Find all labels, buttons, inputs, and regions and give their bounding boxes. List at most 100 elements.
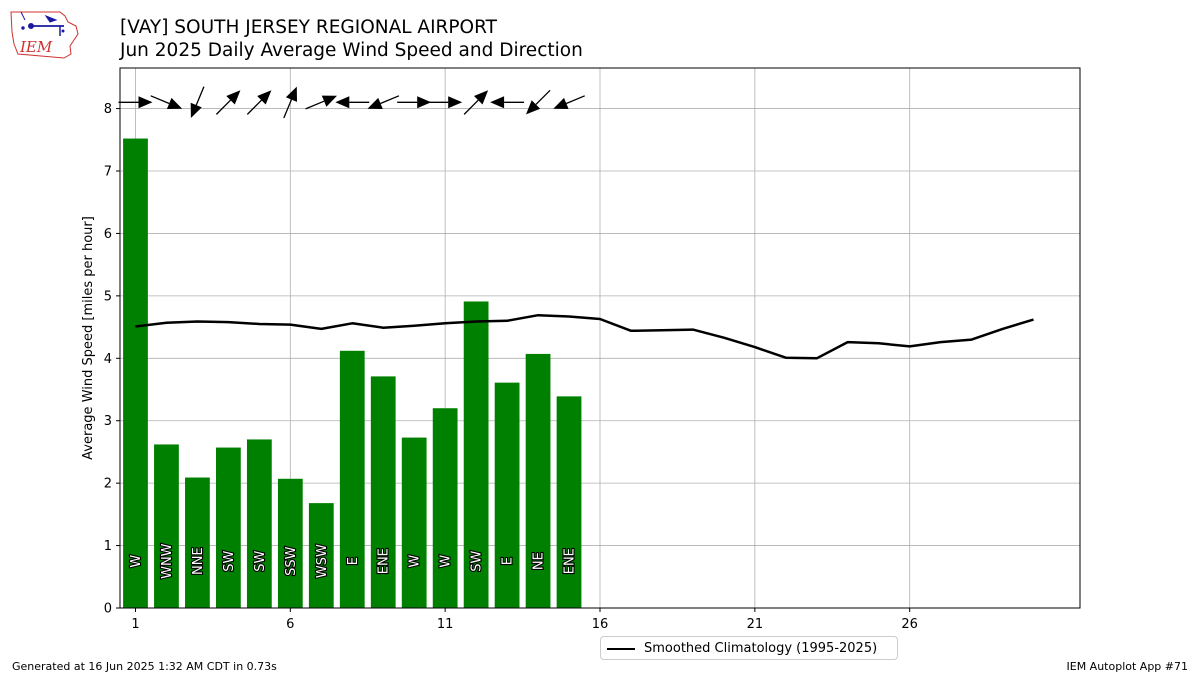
y-axis-label: Average Wind Speed [miles per hour] xyxy=(81,216,96,460)
wind-arrow-head xyxy=(138,96,153,109)
wind-arrow xyxy=(335,96,370,109)
chart-title: [VAY] SOUTH JERSEY REGIONAL AIRPORT xyxy=(120,17,497,38)
y-tick-label: 5 xyxy=(104,289,112,304)
iowa-outline-icon xyxy=(10,11,79,59)
wind-arrow-head xyxy=(226,90,241,105)
y-tick-label: 2 xyxy=(104,477,112,492)
logo-text: IEM xyxy=(19,38,53,56)
bar-direction-label: ENE xyxy=(563,548,578,574)
y-tick-label: 1 xyxy=(104,539,112,554)
app-footer: IEM Autoplot App #71 xyxy=(1066,660,1189,673)
bar xyxy=(308,503,334,608)
wind-arrow xyxy=(397,96,432,109)
climatology-series xyxy=(135,313,1034,360)
bar-direction-label: W xyxy=(408,555,423,568)
wind-arrow-head xyxy=(190,102,202,118)
bar-direction-label: NNE xyxy=(191,547,206,575)
wind-arrow-head xyxy=(257,90,272,105)
wind-arrow-head xyxy=(526,100,541,115)
wind-arrow-shaft xyxy=(195,86,205,106)
bar xyxy=(154,444,179,608)
chart-subtitle: Jun 2025 Daily Average Wind Speed and Di… xyxy=(120,40,583,61)
bar-direction-label: NE xyxy=(532,552,547,570)
y-tick-label: 6 xyxy=(104,227,112,242)
wind-arrow-head xyxy=(367,97,383,109)
legend: Smoothed Climatology (1995-2025) xyxy=(600,636,898,660)
bar-direction-label: WNW xyxy=(160,543,175,579)
y-tick-label: 0 xyxy=(104,602,112,617)
bar xyxy=(370,376,396,608)
bar-direction-label: ENE xyxy=(377,548,392,574)
wind-arrow xyxy=(463,90,489,115)
bar-direction-label: E xyxy=(501,557,516,565)
bar xyxy=(432,408,458,608)
bar xyxy=(339,350,365,608)
wind-arrow-shaft xyxy=(380,95,400,105)
bar xyxy=(277,478,303,608)
bar xyxy=(463,301,489,608)
wind-arrow xyxy=(150,95,183,109)
bar xyxy=(401,437,427,608)
bar-direction-label: W xyxy=(129,555,144,568)
wind-arrow xyxy=(118,96,153,109)
wind-arrow xyxy=(190,86,205,118)
wind-arrow-shaft xyxy=(305,100,325,110)
wind-arrow xyxy=(367,95,400,109)
y-tick-label: 7 xyxy=(104,165,112,180)
climatology-line xyxy=(135,313,1034,360)
legend-line-swatch xyxy=(607,648,635,650)
wind-arrow xyxy=(305,95,337,110)
wind-arrow-head xyxy=(417,96,432,109)
wind-arrow-head xyxy=(474,90,489,105)
x-tick-label: 11 xyxy=(437,617,454,632)
bar-direction-label: SW xyxy=(470,550,485,571)
iem-logo: IEM xyxy=(10,11,79,59)
wind-arrow-head xyxy=(321,95,337,107)
x-tick-label: 21 xyxy=(747,617,764,632)
bar-direction-label: E xyxy=(346,557,361,565)
wind-arrow xyxy=(246,90,272,115)
x-tick-label: 16 xyxy=(592,617,609,632)
bar xyxy=(556,396,582,608)
x-tick-label: 1 xyxy=(131,617,139,632)
bar-direction-label: SW xyxy=(222,550,237,571)
wind-arrow xyxy=(283,86,297,119)
bar-direction-label: SSW xyxy=(284,546,299,576)
wind-arrow-shaft xyxy=(535,89,551,105)
bar-direction-label: W xyxy=(439,555,454,568)
wind-arrow-head xyxy=(335,96,350,109)
x-tick-label: 26 xyxy=(901,617,918,632)
wind-arrow-head xyxy=(166,97,183,109)
daily-bars: W WNW NNE SW SW SSW WSW E ENE W W SW E NE ENE xyxy=(123,138,582,609)
bar xyxy=(185,477,210,608)
wind-arrow-shaft xyxy=(215,99,231,115)
x-tick-label: 6 xyxy=(286,617,294,632)
bar xyxy=(123,138,148,609)
wind-arrow-head xyxy=(448,96,463,109)
wind-arrow xyxy=(215,90,241,115)
wind-arrow-head xyxy=(553,97,569,109)
bar xyxy=(246,439,272,608)
wind-arrow-shaft xyxy=(463,99,479,115)
wind-arrow-shaft xyxy=(566,95,585,105)
bar-direction-label: WSW xyxy=(315,544,330,578)
wind-arrow-shaft xyxy=(246,99,262,115)
wind-arrow-head xyxy=(490,96,505,109)
y-tick-label: 8 xyxy=(104,102,112,117)
wind-direction-arrows xyxy=(118,86,585,119)
legend-label: Smoothed Climatology (1995-2025) xyxy=(644,641,878,656)
bar xyxy=(525,353,551,608)
bar-direction-label: SW xyxy=(253,550,268,571)
bar xyxy=(494,382,520,608)
wind-arrow xyxy=(526,89,551,115)
wind-arrow xyxy=(428,96,463,109)
y-tick-label: 3 xyxy=(104,414,112,429)
generated-footer: Generated at 16 Jun 2025 1:32 AM CDT in … xyxy=(12,660,277,673)
y-tick-label: 4 xyxy=(104,352,112,367)
bar xyxy=(216,447,241,608)
weather-station-icon xyxy=(20,11,65,36)
wind-arrow xyxy=(490,96,525,109)
wind-arrow-shaft xyxy=(150,95,170,105)
